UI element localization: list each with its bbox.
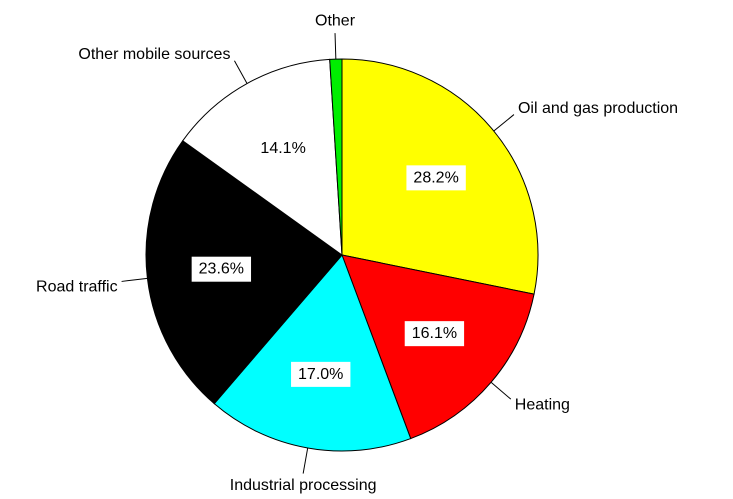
value-label-box — [191, 256, 252, 282]
value-label-box — [253, 135, 313, 161]
value-label: 17.0% — [298, 366, 343, 383]
category-label: Road traffic — [36, 279, 118, 296]
category-label: Other mobile sources — [78, 46, 230, 63]
value-label-box — [404, 321, 465, 347]
pie-slice — [341, 254, 535, 440]
category-label: Oil and gas production — [518, 100, 678, 117]
leader-line — [234, 60, 248, 84]
pie-slice — [329, 58, 343, 256]
value-label: 14.1% — [260, 140, 305, 157]
leader-line — [490, 381, 512, 400]
value-label-box — [291, 361, 351, 387]
category-label: Industrial processing — [230, 477, 377, 494]
leader-line — [493, 114, 515, 132]
leader-line — [302, 447, 309, 474]
value-label: 28.2% — [413, 169, 458, 186]
value-label: 16.1% — [412, 325, 457, 342]
leader-line — [334, 33, 337, 60]
value-label-box — [406, 165, 466, 191]
category-label: Other — [315, 12, 356, 29]
value-label: 23.6% — [199, 261, 244, 278]
category-label: Heating — [515, 396, 570, 413]
leader-line — [121, 277, 148, 282]
